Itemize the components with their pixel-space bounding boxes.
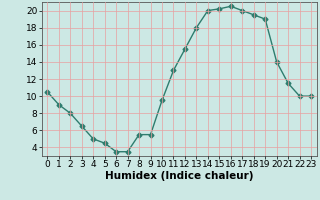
X-axis label: Humidex (Indice chaleur): Humidex (Indice chaleur) [105, 171, 253, 181]
